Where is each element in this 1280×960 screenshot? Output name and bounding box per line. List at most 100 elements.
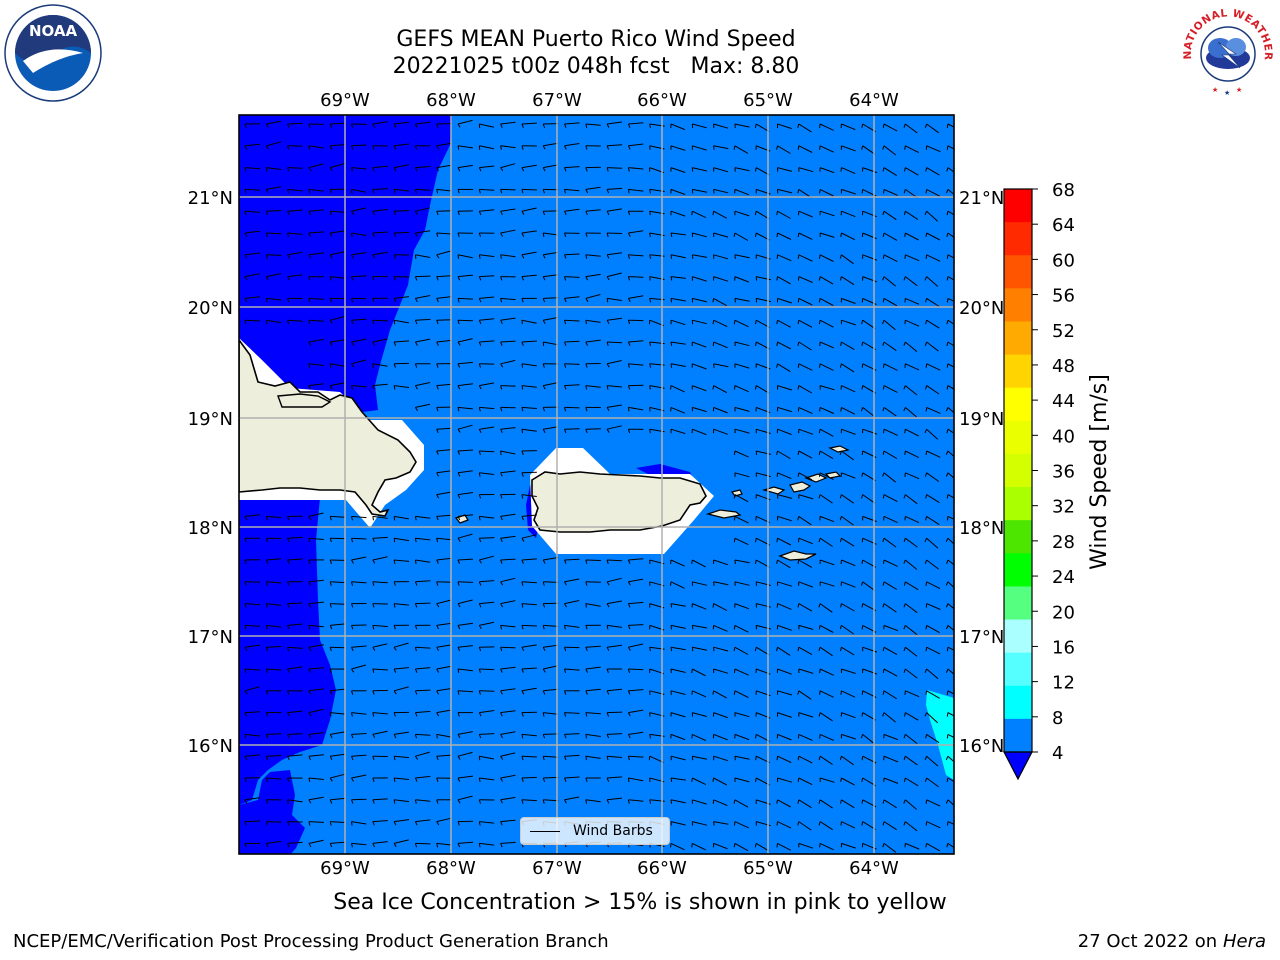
wind-barb bbox=[585, 666, 601, 673]
wind-barb bbox=[287, 623, 303, 630]
wind-barb bbox=[904, 428, 919, 437]
wind-barb bbox=[372, 363, 388, 368]
wind-barb bbox=[585, 385, 601, 390]
wind-barb bbox=[500, 406, 516, 412]
wind-barb bbox=[393, 254, 410, 259]
wind-barb bbox=[734, 363, 750, 369]
wind-barb bbox=[925, 799, 941, 807]
wind-barb bbox=[457, 361, 473, 368]
wind-barb bbox=[713, 581, 729, 586]
wind-barb bbox=[244, 842, 261, 848]
wind-barb bbox=[627, 122, 644, 128]
wind-barb bbox=[818, 755, 833, 765]
wind-barb bbox=[734, 297, 750, 303]
wind-barb bbox=[478, 363, 495, 368]
wind-barb bbox=[436, 427, 452, 434]
wind-barb bbox=[393, 799, 410, 804]
wind-barb bbox=[627, 689, 644, 695]
wind-barb bbox=[585, 603, 601, 608]
wind-barb bbox=[393, 581, 410, 586]
wind-barb bbox=[691, 799, 707, 805]
wind-barb bbox=[372, 841, 388, 848]
wind-barb bbox=[521, 164, 537, 172]
wind-barb bbox=[329, 537, 346, 543]
wind-barb bbox=[819, 406, 835, 414]
wind-barb bbox=[244, 820, 261, 826]
wind-barb bbox=[564, 143, 580, 150]
wind-barb bbox=[606, 404, 622, 412]
wind-barb bbox=[351, 624, 367, 630]
wind-barb bbox=[606, 360, 622, 368]
lon-tick-top: 68°W bbox=[426, 90, 476, 111]
wind-barb bbox=[351, 123, 367, 128]
wind-barb bbox=[265, 668, 282, 674]
wind-barb bbox=[903, 734, 918, 744]
wind-barb bbox=[287, 274, 303, 281]
wind-barb bbox=[436, 210, 452, 216]
wind-barb bbox=[797, 515, 812, 526]
wind-barb bbox=[521, 687, 537, 695]
wind-barb bbox=[287, 188, 303, 194]
map-area bbox=[239, 115, 954, 854]
wind-barb bbox=[564, 600, 580, 608]
wind-barb bbox=[457, 254, 473, 259]
wind-barb bbox=[393, 231, 410, 237]
wind-barb bbox=[924, 559, 939, 570]
wind-barb bbox=[244, 559, 261, 564]
wind-barb bbox=[521, 274, 537, 281]
wind-barb bbox=[627, 276, 644, 281]
colorbar-tick-label: 56 bbox=[1052, 286, 1075, 307]
wind-barb bbox=[308, 839, 324, 848]
colorbar-tick-label: 24 bbox=[1052, 567, 1075, 588]
wind-barb bbox=[797, 777, 813, 786]
wind-barb bbox=[882, 406, 897, 417]
wind-barb bbox=[414, 121, 431, 128]
wind-barb bbox=[414, 710, 431, 717]
wind-barb bbox=[329, 841, 346, 848]
wind-barb bbox=[648, 755, 664, 763]
lon-tick-bottom: 66°W bbox=[637, 858, 687, 879]
wind-barb bbox=[691, 276, 707, 282]
wind-barb bbox=[670, 385, 685, 393]
wind-barb bbox=[436, 449, 452, 455]
wind-barb bbox=[839, 515, 854, 526]
wind-barb bbox=[329, 230, 346, 237]
wind-barb bbox=[414, 775, 431, 782]
wind-barb bbox=[755, 559, 770, 568]
wind-barb bbox=[883, 363, 898, 371]
wind-barb bbox=[351, 338, 367, 346]
wind-barb bbox=[904, 167, 919, 176]
wind-barb bbox=[287, 690, 303, 695]
wind-barb bbox=[287, 733, 303, 739]
wind-barb bbox=[265, 319, 282, 325]
wind-barb bbox=[478, 710, 495, 717]
colorbar-swatch bbox=[1004, 387, 1032, 422]
wind-barb bbox=[414, 145, 431, 150]
wind-barb bbox=[478, 318, 495, 325]
wind-barb bbox=[308, 644, 324, 651]
wind-barb bbox=[925, 624, 940, 634]
wind-barb bbox=[393, 515, 409, 521]
wind-barb bbox=[734, 777, 750, 783]
colorbar-label: Wind Speed [m/s] bbox=[1087, 374, 1112, 570]
wind-barb bbox=[924, 712, 938, 724]
wind-barb bbox=[478, 733, 495, 739]
wind-barb bbox=[734, 406, 750, 412]
wind-barb bbox=[308, 667, 324, 673]
wind-barb bbox=[436, 250, 452, 259]
wind-barb bbox=[351, 252, 367, 259]
wind-barb bbox=[903, 777, 919, 787]
wind-barb bbox=[521, 755, 537, 761]
wind-barb bbox=[521, 644, 537, 652]
wind-barb bbox=[776, 254, 792, 262]
wind-barb bbox=[946, 646, 954, 652]
wind-barb bbox=[713, 668, 729, 674]
wind-barb bbox=[478, 406, 495, 412]
wind-barb bbox=[478, 382, 495, 390]
wind-barb bbox=[414, 559, 431, 564]
wind-barb bbox=[521, 494, 537, 499]
wind-barb bbox=[372, 603, 388, 608]
wind-barb bbox=[904, 472, 920, 480]
lon-tick-bottom: 67°W bbox=[532, 858, 582, 879]
wind-barb bbox=[457, 841, 474, 848]
